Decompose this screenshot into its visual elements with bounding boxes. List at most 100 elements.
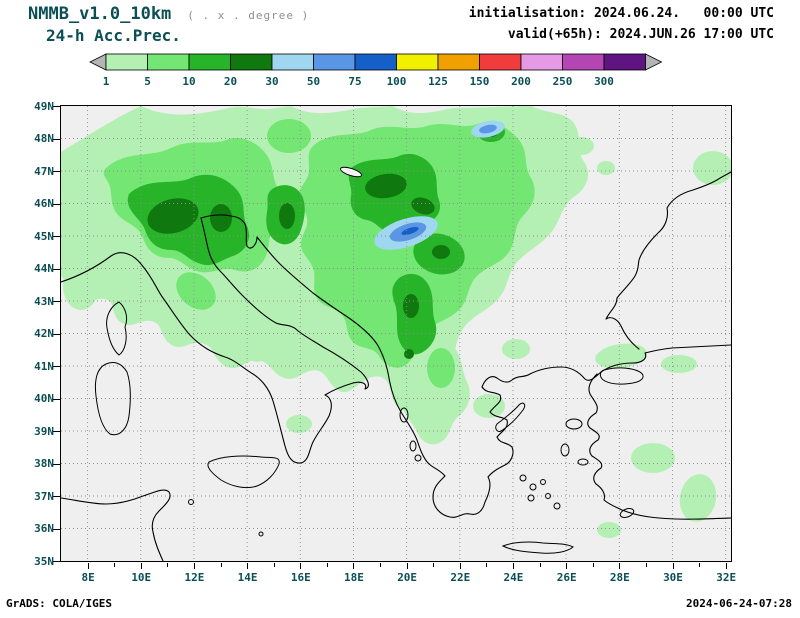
lat-tick-label: 41N xyxy=(34,359,54,373)
colorbar-level-label: 10 xyxy=(182,75,195,88)
precip-core xyxy=(147,198,199,234)
island-sicily xyxy=(207,455,280,489)
lon-minor-tick xyxy=(273,563,275,567)
lat-tick-label: 37N xyxy=(34,489,54,503)
lat-tick-label: 38N xyxy=(34,457,54,470)
lon-tick-label: 8E xyxy=(81,571,95,584)
map-frame xyxy=(60,105,732,562)
lat-tick-label: 43N xyxy=(34,294,54,308)
precip-core xyxy=(210,204,232,232)
lon-minor-tick xyxy=(539,563,541,567)
island-cyclades xyxy=(527,494,535,502)
model-name: NMMB_v1.0_10km xyxy=(28,4,172,24)
colorbar-level-label: 150 xyxy=(470,75,490,88)
colorbar-cell xyxy=(520,53,563,71)
lat-tick xyxy=(53,203,60,205)
lon-tick xyxy=(459,563,461,569)
coastline-black-sea-west xyxy=(605,171,731,350)
lat-tick xyxy=(53,333,60,335)
colorbar-cell xyxy=(354,53,397,71)
lon-tick-label: 24E xyxy=(503,571,524,584)
product-title: 24-h Acc.Prec. xyxy=(46,26,181,45)
lon-tick xyxy=(353,563,355,569)
island-lesbos xyxy=(565,418,583,430)
precipitation-colorbar: 1 5 10 20 30 50 75 100 125 150 200 250 300 xyxy=(89,53,663,88)
colorbar-level-label: 1 xyxy=(103,75,110,88)
lat-tick-label: 36N xyxy=(34,522,54,535)
coastline-europe-main xyxy=(61,214,731,518)
lon-tick-label: 32E xyxy=(716,571,737,584)
lon-tick-label: 26E xyxy=(556,571,577,584)
lon-tick-label: 20E xyxy=(397,571,418,584)
grads-credit: GrADS: COLA/IGES xyxy=(6,597,112,610)
colorbar-level-label: 300 xyxy=(594,75,614,88)
island-corsica xyxy=(106,301,128,356)
precipitation-shading xyxy=(61,106,731,538)
precip-core xyxy=(279,203,295,229)
creation-timestamp: 2024-06-24-07:28 xyxy=(686,597,792,610)
colorbar-cell xyxy=(105,53,148,71)
lon-tick-label: 28E xyxy=(609,571,630,584)
lat-tick-label: 35N xyxy=(34,554,54,568)
precip-area-medium xyxy=(427,348,455,388)
lon-minor-tick xyxy=(167,563,169,567)
precip-area-light xyxy=(661,355,697,373)
lat-tick xyxy=(53,528,60,530)
initialisation-value: 2024.06.24. 00:00 UTC xyxy=(593,6,774,21)
precip-area-light xyxy=(693,151,731,185)
lon-tick xyxy=(725,563,727,569)
lon-tick xyxy=(566,563,568,569)
island-zakynthos xyxy=(414,454,422,462)
island-crete xyxy=(501,541,574,554)
lon-minor-tick xyxy=(114,563,116,567)
lon-minor-tick xyxy=(220,563,222,567)
colorbar-cell xyxy=(396,53,439,71)
valid-line: valid(+65h): 2024.JUN.26 17:00 UTC xyxy=(508,27,774,42)
coastlines xyxy=(61,166,731,561)
sea-of-marmara-outline xyxy=(599,367,644,385)
lat-tick-label: 46N xyxy=(34,197,54,210)
precip-area-light xyxy=(245,330,269,362)
lon-tick-label: 14E xyxy=(237,571,258,584)
island-rhodes xyxy=(619,508,635,518)
colorbar-level-label: 75 xyxy=(348,75,361,88)
lat-tick-label: 45N xyxy=(34,229,54,243)
precip-core xyxy=(404,349,414,359)
colorbar-cell xyxy=(479,53,522,71)
lat-tick xyxy=(53,106,60,107)
lon-minor-tick xyxy=(486,563,488,567)
colorbar-level-label: 20 xyxy=(224,75,237,88)
precip-area-light xyxy=(679,474,717,522)
lon-tick xyxy=(193,563,195,569)
precip-area-light xyxy=(595,343,647,369)
precip-core xyxy=(365,173,407,199)
colorbar-cell xyxy=(147,53,190,71)
colorbar-cell xyxy=(562,53,605,71)
lon-tick xyxy=(512,563,514,569)
island-cyclades xyxy=(529,483,537,491)
island-cyclades xyxy=(545,493,551,499)
lon-tick xyxy=(406,563,408,569)
island-pantelleria xyxy=(188,499,194,505)
precip-area-light xyxy=(631,443,675,473)
lon-minor-tick xyxy=(592,563,594,567)
precip-area-medium xyxy=(176,272,216,310)
precip-area-light xyxy=(597,522,621,538)
lat-tick-label: 42N xyxy=(34,327,54,340)
lon-tick xyxy=(140,563,142,569)
lat-tick-label: 40N xyxy=(34,392,54,405)
lon-tick-label: 16E xyxy=(290,571,311,584)
colorbar-level-label: 125 xyxy=(428,75,448,88)
lon-tick xyxy=(247,563,249,569)
colorbar-level-label: 30 xyxy=(265,75,278,88)
island-samos xyxy=(577,458,589,466)
island-cyclades xyxy=(519,474,527,482)
lat-tick xyxy=(53,236,60,237)
lat-tick-label: 49N xyxy=(34,99,54,113)
lat-tick xyxy=(53,463,60,465)
precip-area-light xyxy=(63,262,99,310)
valid-label: valid(+65h): xyxy=(507,27,602,42)
precip-max-50mm xyxy=(479,124,497,134)
lat-tick-label: 48N xyxy=(34,132,54,145)
